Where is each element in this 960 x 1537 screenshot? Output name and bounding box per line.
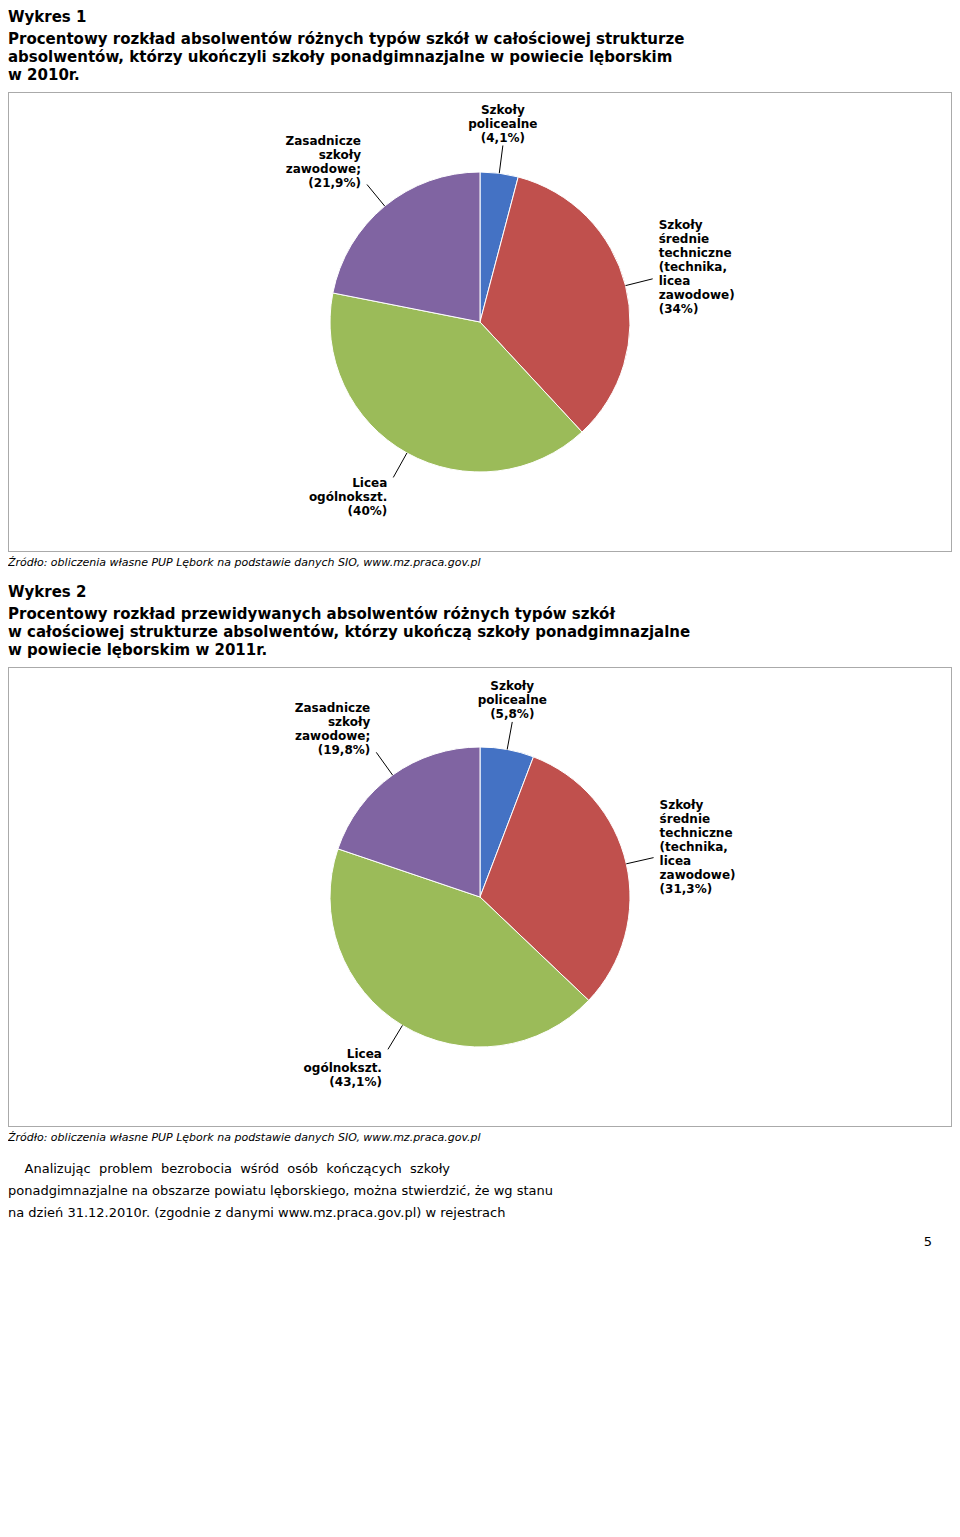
- svg-text:Szkołyśrednietechniczne(techni: Szkołyśrednietechniczne(technika,liceaza…: [660, 798, 736, 896]
- svg-text:Liceaogólnokszt.(40%): Liceaogólnokszt.(40%): [309, 476, 387, 518]
- html-text:Procentowy rozkład absolwentów: Procentowy rozkład absolwentów różnych t…: [8, 30, 685, 84]
- html-text:na dzień 31.12.2010r. (zgodnie: na dzień 31.12.2010r. (zgodnie z danymi …: [8, 1205, 506, 1220]
- svg-text:Szkołyśrednietechniczne(techni: Szkołyśrednietechniczne(technika,liceaza…: [659, 218, 735, 316]
- html-text:ponadgimnazjalne na obszarze p: ponadgimnazjalne na obszarze powiatu lęb…: [8, 1183, 553, 1198]
- html-text:Źródło: obliczenia własne PUP: Źródło: obliczenia własne PUP Lębork na …: [8, 556, 481, 569]
- html-text:Analizując problem bezrobocia: Analizując problem bezrobocia wśród osób…: [8, 1161, 451, 1176]
- html-text:Wykres 2: Wykres 2: [8, 583, 87, 601]
- html-text:Wykres 1: Wykres 1: [8, 8, 87, 26]
- html-text:5: 5: [923, 1234, 932, 1249]
- svg-text:Zasadniczeszkołyzawodowe;(21,9: Zasadniczeszkołyzawodowe;(21,9%): [285, 134, 361, 190]
- svg-text:Szkołypolicealne(4,1%): Szkołypolicealne(4,1%): [468, 103, 537, 145]
- html-text:Procentowy rozkład przewidywan: Procentowy rozkład przewidywanych absolw…: [8, 605, 691, 659]
- svg-text:Szkołypolicealne(5,8%): Szkołypolicealne(5,8%): [478, 679, 547, 721]
- svg-text:Zasadniczeszkołyzawodowe;(19,8: Zasadniczeszkołyzawodowe;(19,8%): [295, 701, 371, 757]
- html-text:Źródło: obliczenia własne PUP: Źródło: obliczenia własne PUP Lębork na …: [8, 1131, 481, 1144]
- svg-text:Liceaogólnokszt.(43,1%): Liceaogólnokszt.(43,1%): [304, 1047, 382, 1089]
